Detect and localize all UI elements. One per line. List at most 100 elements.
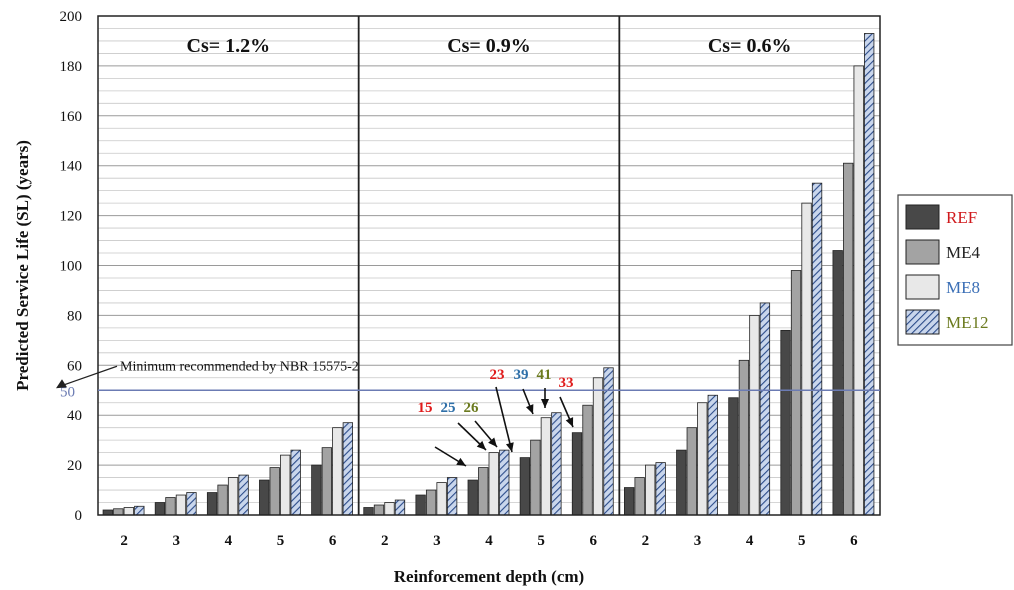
- legend: REF ME4 ME8 ME12: [897, 194, 1013, 346]
- bar-me4: [530, 439, 541, 516]
- bar-me4: [478, 467, 489, 516]
- x-tick-label: 4: [225, 533, 233, 549]
- y-tick-label: 200: [60, 9, 83, 25]
- reference-value-label: 50: [60, 384, 75, 400]
- y-axis-title: Predicted Service Life (SL) (years): [13, 140, 32, 391]
- bar-ref: [467, 479, 478, 516]
- bar-me8: [488, 452, 499, 516]
- bar-me4: [373, 504, 385, 516]
- value-annotation: 26: [464, 400, 480, 416]
- y-tick-label: 0: [75, 508, 83, 524]
- bar-me12: [707, 394, 718, 516]
- legend-label-me8: ME8: [946, 278, 980, 297]
- bar-me8: [384, 502, 395, 516]
- bar-me4: [425, 489, 437, 516]
- bar-me4: [686, 427, 697, 516]
- bar-me8: [332, 427, 343, 516]
- bar-ref: [832, 250, 843, 516]
- x-tick-label: 5: [537, 533, 545, 549]
- bar-ref: [154, 502, 166, 516]
- annotation-arrow-head: [541, 399, 549, 408]
- bar-me8: [175, 494, 187, 516]
- bar-ref: [363, 507, 374, 516]
- legend-label-me4: ME4: [946, 243, 981, 262]
- bar-me12: [655, 462, 666, 516]
- bar-me4: [582, 404, 593, 516]
- value-annotation: 39: [514, 367, 529, 383]
- x-tick-label: 3: [433, 533, 441, 549]
- y-tick-label: 120: [60, 209, 83, 225]
- bar-me8: [697, 402, 708, 516]
- y-tick-label: 180: [60, 59, 83, 75]
- x-tick-label: 6: [329, 533, 337, 549]
- y-tick-label: 160: [60, 109, 83, 125]
- bar-me12: [499, 449, 510, 516]
- x-tick-label: 2: [381, 533, 389, 549]
- bar-ref: [415, 494, 426, 516]
- bar-me12: [864, 33, 875, 516]
- annotation-arrow-head: [565, 417, 574, 427]
- x-tick-label: 3: [172, 533, 180, 549]
- legend-swatch-me12: [905, 309, 940, 335]
- x-tick-label: 2: [120, 533, 128, 549]
- legend-swatch-me4: [905, 239, 940, 265]
- bar-me4: [113, 508, 124, 516]
- bar-me12: [759, 302, 771, 516]
- panel-title: Cs= 0.9%: [447, 35, 531, 57]
- panel-title: Cs= 1.2%: [187, 35, 271, 57]
- bar-me12: [811, 182, 823, 516]
- panel-title: Cs= 0.6%: [708, 35, 792, 57]
- bar-me12: [134, 505, 145, 516]
- bar-me8: [853, 65, 864, 516]
- y-tick-label: 100: [60, 259, 83, 275]
- reference-arrow: [59, 365, 118, 387]
- bar-me8: [801, 202, 812, 516]
- annotation-arrow-head: [525, 404, 534, 414]
- bar-me4: [843, 162, 854, 516]
- bar-ref: [311, 464, 322, 516]
- bar-me8: [123, 507, 134, 516]
- bar-me8: [645, 464, 656, 516]
- y-tick-label: 80: [67, 308, 82, 324]
- x-tick-label: 3: [694, 533, 702, 549]
- value-annotation: 23: [490, 367, 505, 383]
- bar-me4: [217, 484, 228, 516]
- plot-frame: [97, 15, 881, 516]
- x-axis-title: Reinforcement depth (cm): [394, 567, 584, 586]
- bar-me8: [592, 377, 604, 516]
- bar-me8: [749, 314, 760, 516]
- bar-me8: [436, 482, 447, 516]
- annotation-arrow-head: [456, 457, 466, 466]
- value-annotation: 41: [537, 367, 552, 383]
- bar-me4: [321, 447, 333, 516]
- bar-me12: [551, 412, 562, 516]
- x-tick-label: 2: [642, 533, 650, 549]
- legend-label-ref: REF: [946, 208, 977, 227]
- y-tick-label: 140: [60, 159, 83, 175]
- legend-swatch-me8: [905, 274, 940, 300]
- bar-me12: [238, 474, 249, 516]
- x-tick-label: 5: [277, 533, 285, 549]
- bar-me4: [165, 497, 176, 516]
- bar-ref: [206, 492, 218, 516]
- bar-me4: [269, 467, 280, 516]
- bar-me4: [634, 477, 645, 516]
- bar-ref: [571, 432, 583, 516]
- bar-ref: [624, 487, 635, 516]
- bar-ref: [728, 397, 739, 516]
- bar-ref: [676, 449, 687, 516]
- value-annotation: 15: [418, 400, 433, 416]
- plot-border: [97, 15, 881, 516]
- x-tick-label: 5: [798, 533, 806, 549]
- annotation-arrow: [495, 386, 513, 453]
- bar-me4: [738, 359, 750, 516]
- bar-me12: [446, 477, 458, 516]
- legend-swatch-ref: [905, 204, 940, 230]
- bar-me12: [394, 499, 406, 516]
- x-tick-label: 6: [590, 533, 598, 549]
- annotation-arrow-head: [488, 437, 497, 447]
- bar-me8: [227, 477, 239, 516]
- annotations: 15 25 26 23 39 41 33: [56, 365, 574, 467]
- bar-me4: [790, 270, 802, 516]
- bar-me8: [540, 417, 552, 516]
